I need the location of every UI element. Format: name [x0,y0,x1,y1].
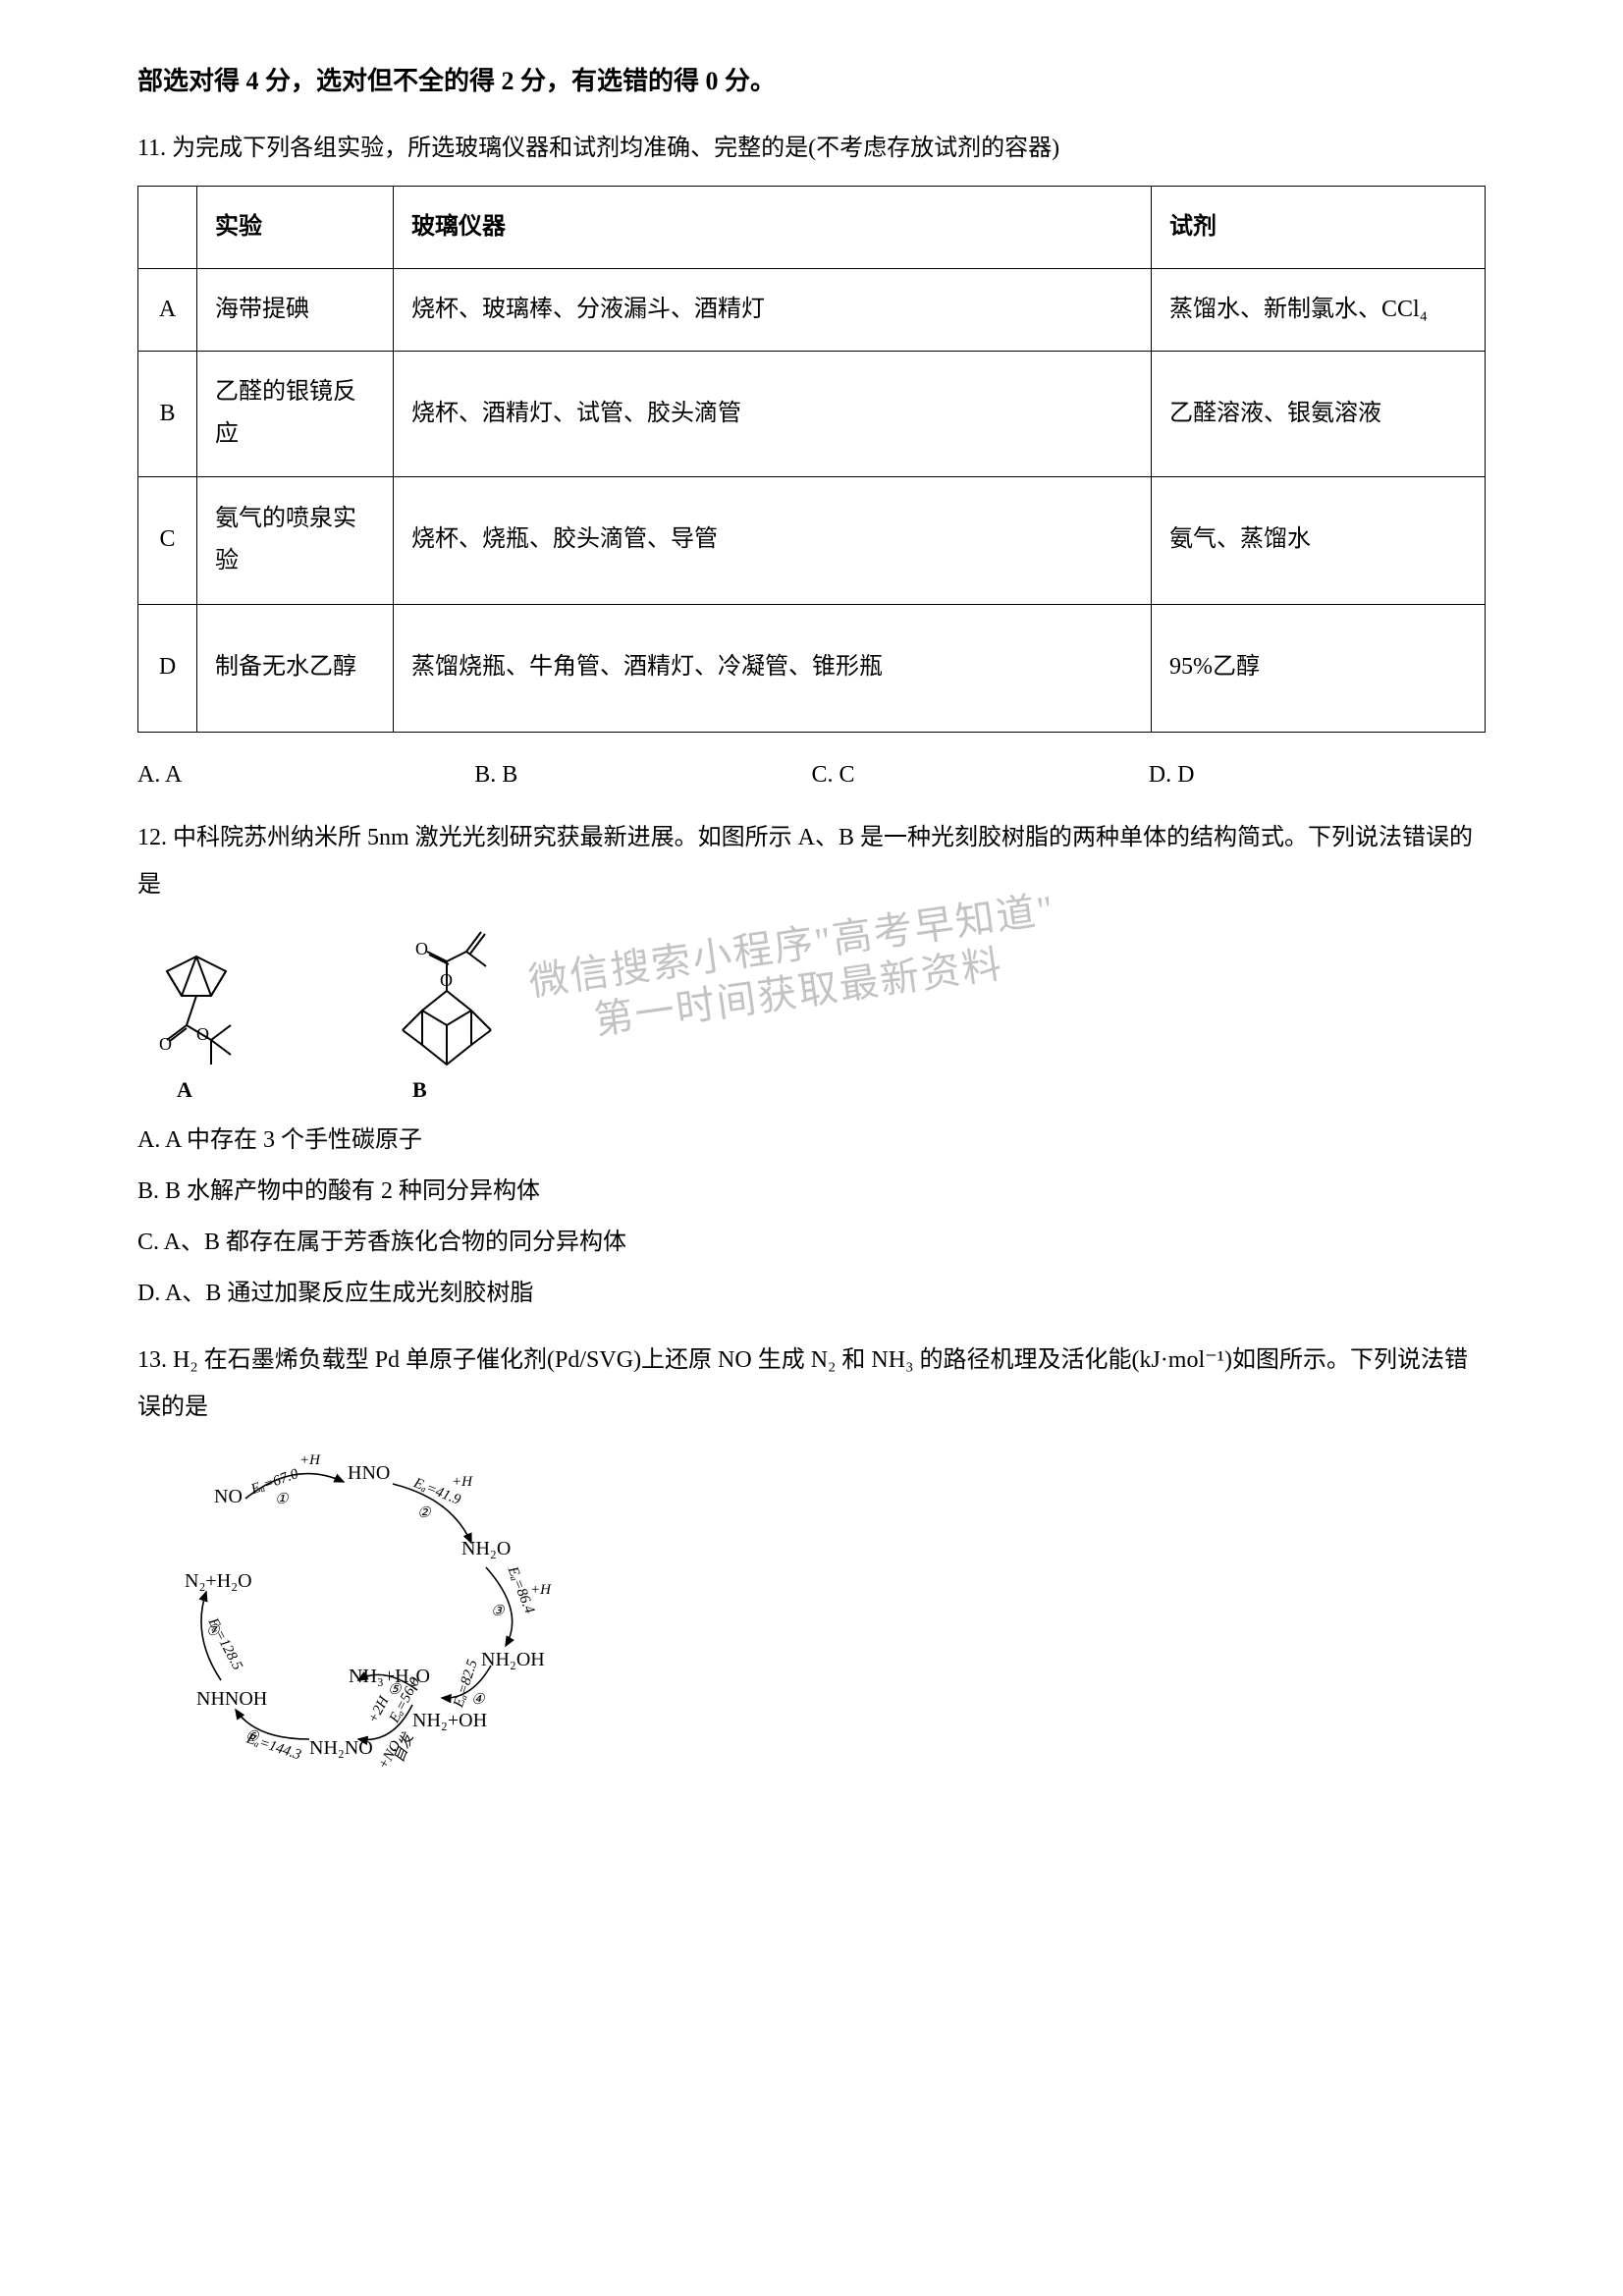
q13-text: H₂ 在石墨烯负载型 Pd 单原子催化剂(Pd/SVG)上还原 NO 生成 N₂… [137,1347,1468,1420]
q12-option-a: A. A 中存在 3 个手性碳原子 [137,1117,1486,1164]
q12-figure: O O A [137,922,1486,1099]
row-label: A [138,268,197,351]
q13-stem: 13. H₂ 在石墨烯负载型 Pd 单原子催化剂(Pd/SVG)上还原 NO 生… [137,1337,1486,1431]
th-blank [138,186,197,268]
row-label: D [138,604,197,732]
table-row: A 海带提碘 烧杯、玻璃棒、分液漏斗、酒精灯 蒸馏水、新制氯水、CCl₄ [138,268,1486,351]
th-experiment: 实验 [197,186,394,268]
page: 部选对得 4 分，选对但不全的得 2 分，有选错的得 0 分。 11. 为完成下… [0,59,1623,1769]
molecule-row: O O A [137,922,1486,1099]
row-reagent: 95%乙醇 [1152,604,1486,732]
step4-num: ④ [471,1690,484,1709]
node-no: NO [214,1486,243,1508]
row-reagent: 氨气、蒸馏水 [1152,476,1486,604]
molecule-b-svg: O O [353,922,550,1099]
row-label: B [138,352,197,476]
q12-text: 中科院苏州纳米所 5nm 激光光刻研究获最新进展。如图所示 A、B 是一种光刻胶… [137,825,1473,898]
row-apparatus: 蒸馏烧瓶、牛角管、酒精灯、冷凝管、锥形瓶 [394,604,1152,732]
q12-option-c: C. A、B 都存在属于芳香族化合物的同分异构体 [137,1219,1486,1266]
table-row: D 制备无水乙醇 蒸馏烧瓶、牛角管、酒精灯、冷凝管、锥形瓶 95%乙醇 [138,604,1486,732]
th-reagent: 试剂 [1152,186,1486,268]
table-row: C 氨气的喷泉实验 烧杯、烧瓶、胶头滴管、导管 氨气、蒸馏水 [138,476,1486,604]
q11-table: 实验 玻璃仪器 试剂 A 海带提碘 烧杯、玻璃棒、分液漏斗、酒精灯 蒸馏水、新制… [137,186,1486,733]
node-nhnoh: NHNOH [196,1688,267,1711]
step3-add: +H [530,1582,551,1599]
node-nh2-oh: NH₂+OH [412,1710,487,1732]
q11-text: 为完成下列各组实验，所选玻璃仪器和试剂均准确、完整的是(不考虑存放试剂的容器) [172,136,1059,161]
option-c: C. C [812,762,1149,789]
table-row: B 乙醛的银镜反应 烧杯、酒精灯、试管、胶头滴管 乙醛溶液、银氨溶液 [138,352,1486,476]
th-apparatus: 玻璃仪器 [394,186,1152,268]
node-hno: HNO [348,1462,390,1485]
row-label: C [138,476,197,604]
svg-text:O: O [159,1034,172,1054]
row-exp: 乙醛的银镜反应 [197,352,394,476]
molecule-a-label: A [177,1077,192,1103]
scoring-instruction: 部选对得 4 分，选对但不全的得 2 分，有选错的得 0 分。 [137,59,1486,105]
table-header-row: 实验 玻璃仪器 试剂 [138,186,1486,268]
molecule-a-svg: O O [137,942,295,1099]
node-nh2no: NH₂NO [309,1737,373,1760]
node-nh2o: NH₂O [461,1538,511,1560]
row-exp: 氨气的喷泉实验 [197,476,394,604]
option-d: D. D [1149,762,1486,789]
q12-option-b: B. B 水解产物中的酸有 2 种同分异构体 [137,1168,1486,1215]
step1-num: ① [275,1490,288,1508]
svg-text:O: O [196,1024,209,1044]
node-nh2oh: NH₂OH [481,1649,545,1671]
row-apparatus: 烧杯、酒精灯、试管、胶头滴管 [394,352,1152,476]
node-n2-h2o: N₂+H₂O [185,1570,252,1593]
option-a: A. A [137,762,474,789]
row-apparatus: 烧杯、烧瓶、胶头滴管、导管 [394,476,1152,604]
q11-options: A. A B. B C. C D. D [137,762,1486,789]
watermark-line2: 第一时间获取最新资料 [455,921,1142,1064]
q11-number: 11. [137,136,166,161]
q13-number: 13. [137,1347,167,1373]
row-reagent: 蒸馏水、新制氯水、CCl₄ [1152,268,1486,351]
q12-option-d: D. A、B 通过加聚反应生成光刻胶树脂 [137,1270,1486,1317]
q13-mechanism-diagram: NO HNO NH₂O NH₂OH NH₂+OH NH₃+H₂O NH₂NO N… [137,1445,560,1769]
q11-stem: 11. 为完成下列各组实验，所选玻璃仪器和试剂均准确、完整的是(不考虑存放试剂的… [137,125,1486,172]
option-b: B. B [474,762,811,789]
row-exp: 海带提碘 [197,268,394,351]
row-apparatus: 烧杯、玻璃棒、分液漏斗、酒精灯 [394,268,1152,351]
molecule-b: O O B [353,922,550,1099]
step2-add: +H [452,1474,472,1491]
q12-stem: 12. 中科院苏州纳米所 5nm 激光光刻研究获最新进展。如图所示 A、B 是一… [137,814,1486,908]
row-exp: 制备无水乙醇 [197,604,394,732]
step3-num: ③ [491,1602,504,1620]
step1-add: +H [299,1452,320,1469]
svg-text:O: O [440,970,453,990]
molecule-a: O O A [137,942,295,1099]
step2-num: ② [417,1503,430,1522]
svg-text:O: O [415,939,428,958]
row-reagent: 乙醛溶液、银氨溶液 [1152,352,1486,476]
q12-number: 12. [137,825,167,850]
molecule-b-label: B [412,1077,427,1103]
